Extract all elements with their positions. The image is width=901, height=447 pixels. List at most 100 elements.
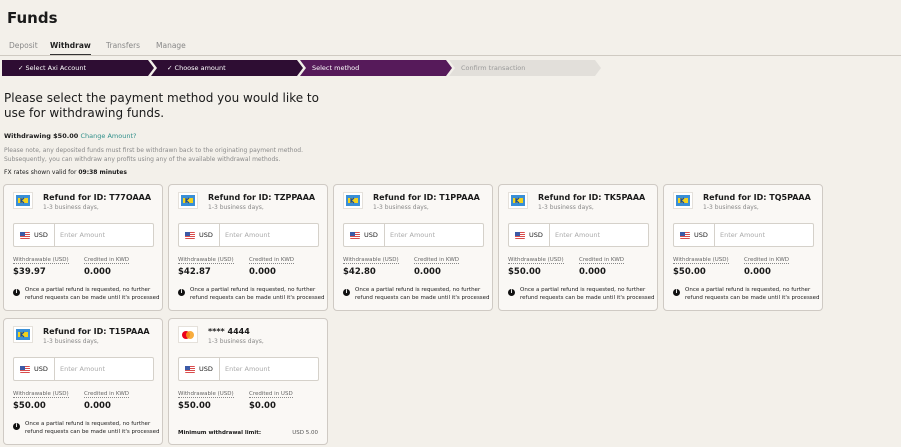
amount-input[interactable]: Enter Amount: [715, 224, 810, 246]
page-title: Funds: [7, 9, 58, 27]
amount-field: USD Enter Amount: [13, 223, 154, 247]
change-amount-link[interactable]: Change Amount?: [80, 132, 137, 140]
refund-info: Once a partial refund is requested, no f…: [520, 287, 655, 301]
refund-info: Once a partial refund is requested, no f…: [25, 287, 160, 301]
withdrawable-value: $42.87: [178, 267, 211, 277]
amount-placeholder: Enter Amount: [390, 231, 436, 239]
payment-method-card[interactable]: **** 4444 1-3 business days, USD Enter A…: [168, 318, 328, 445]
info-icon: i: [508, 289, 515, 296]
amount-field: USD Enter Amount: [178, 223, 319, 247]
step-1: ✓ Select Axi Account: [2, 60, 154, 76]
step-label: Select method: [312, 64, 360, 72]
withdraw-amount: Withdrawing $50.00: [4, 132, 79, 140]
tab-manage[interactable]: Manage: [156, 41, 186, 50]
amount-placeholder: Enter Amount: [225, 365, 271, 373]
credited-value: 0.000: [579, 267, 606, 277]
currency-select[interactable]: USD: [344, 224, 385, 246]
min-limit-label: Minimum withdrawal limit:: [178, 430, 262, 436]
amount-input[interactable]: Enter Amount: [385, 224, 480, 246]
amount-input[interactable]: Enter Amount: [55, 224, 150, 246]
credited-value: 0.000: [249, 267, 276, 277]
withdrawable-label: Withdrawable (USD): [178, 257, 234, 264]
us-flag-icon: [350, 231, 361, 239]
payment-method-card[interactable]: Refund for ID: T77OAAA 1-3 business days…: [3, 184, 163, 311]
currency-code: USD: [34, 231, 48, 239]
withdrawable-value: $50.00: [178, 401, 211, 411]
payment-method-card[interactable]: Refund for ID: TK5PAAA 1-3 business days…: [498, 184, 658, 311]
amount-input[interactable]: Enter Amount: [55, 358, 150, 380]
credited-label: Credited in USD: [249, 391, 293, 398]
withdrawable-label: Withdrawable (USD): [178, 391, 234, 398]
payment-method-card[interactable]: Refund for ID: TZPPAAA 1-3 business days…: [168, 184, 328, 311]
withdrawable-label: Withdrawable (USD): [508, 257, 564, 264]
card-subtitle: 1-3 business days,: [208, 204, 264, 211]
tab-deposit[interactable]: Deposit: [9, 41, 38, 50]
currency-select[interactable]: USD: [674, 224, 715, 246]
payment-method-card[interactable]: Refund for ID: T15PAAA 1-3 business days…: [3, 318, 163, 445]
us-flag-icon: [185, 231, 196, 239]
currency-select[interactable]: USD: [509, 224, 550, 246]
card-title: Refund for ID: TK5PAAA: [538, 193, 646, 202]
step-3: Select method: [300, 60, 452, 76]
info-icon: i: [343, 289, 350, 296]
currency-select[interactable]: USD: [14, 224, 55, 246]
tab-bar: Deposit Withdraw Transfers Manage: [0, 38, 901, 56]
card-subtitle: 1-3 business days,: [373, 204, 429, 211]
currency-code: USD: [199, 231, 213, 239]
us-flag-icon: [185, 365, 196, 373]
credited-value: 0.000: [84, 401, 111, 411]
currency-code: USD: [529, 231, 543, 239]
credited-label: Credited in KWD: [744, 257, 790, 264]
payment-method-card[interactable]: Refund for ID: TQ5PAAA 1-3 business days…: [663, 184, 823, 311]
currency-select[interactable]: USD: [179, 224, 220, 246]
credited-label: Credited in KWD: [84, 257, 130, 264]
tab-transfers[interactable]: Transfers: [106, 41, 141, 50]
amount-placeholder: Enter Amount: [555, 231, 601, 239]
info-note: Please note, any deposited funds must fi…: [4, 147, 303, 163]
credited-value: 0.000: [84, 267, 111, 277]
us-flag-icon: [515, 231, 526, 239]
info-icon: i: [673, 289, 680, 296]
withdrawable-value: $50.00: [673, 267, 706, 277]
refund-info: Once a partial refund is requested, no f…: [25, 421, 160, 435]
fx-timer: 09:38 minutes: [78, 169, 127, 176]
refund-info: Once a partial refund is requested, no f…: [190, 287, 325, 301]
credited-value: $0.00: [249, 401, 276, 411]
tab-withdraw[interactable]: Withdraw: [50, 41, 91, 55]
withdrawable-value: $50.00: [13, 401, 46, 411]
step-4: Confirm transaction: [449, 60, 601, 76]
mastercard-icon: [178, 326, 198, 343]
withdrawable-value: $39.97: [13, 267, 46, 277]
credited-label: Credited in KWD: [84, 391, 130, 398]
check-icon: ✓: [167, 64, 173, 72]
amount-field: USD Enter Amount: [673, 223, 814, 247]
card-title: Refund for ID: T1PPAAA: [373, 193, 480, 202]
card-title: **** 4444: [208, 327, 250, 336]
amount-placeholder: Enter Amount: [225, 231, 271, 239]
currency-code: USD: [199, 365, 213, 373]
currency-select[interactable]: USD: [14, 358, 55, 380]
amount-input[interactable]: Enter Amount: [220, 224, 315, 246]
withdrawable-label: Withdrawable (USD): [673, 257, 729, 264]
amount-input[interactable]: Enter Amount: [220, 358, 315, 380]
card-subtitle: 1-3 business days,: [703, 204, 759, 211]
currency-select[interactable]: USD: [179, 358, 220, 380]
bank-transfer-icon: [673, 192, 693, 209]
card-title: Refund for ID: TQ5PAAA: [703, 193, 811, 202]
amount-field: USD Enter Amount: [13, 357, 154, 381]
credited-value: 0.000: [414, 267, 441, 277]
check-icon: ✓: [18, 64, 24, 72]
fx-label: FX rates shown valid for: [4, 169, 79, 176]
payment-method-card[interactable]: Refund for ID: T1PPAAA 1-3 business days…: [333, 184, 493, 311]
card-subtitle: 1-3 business days,: [43, 204, 99, 211]
amount-input[interactable]: Enter Amount: [550, 224, 645, 246]
currency-code: USD: [694, 231, 708, 239]
card-title: Refund for ID: T77OAAA: [43, 193, 152, 202]
credited-label: Credited in KWD: [414, 257, 460, 264]
bank-transfer-icon: [508, 192, 528, 209]
bank-transfer-icon: [343, 192, 363, 209]
min-limit-value: USD 5.00: [292, 430, 318, 436]
credited-label: Credited in KWD: [579, 257, 625, 264]
card-title: Refund for ID: TZPPAAA: [208, 193, 316, 202]
info-icon: i: [13, 289, 20, 296]
